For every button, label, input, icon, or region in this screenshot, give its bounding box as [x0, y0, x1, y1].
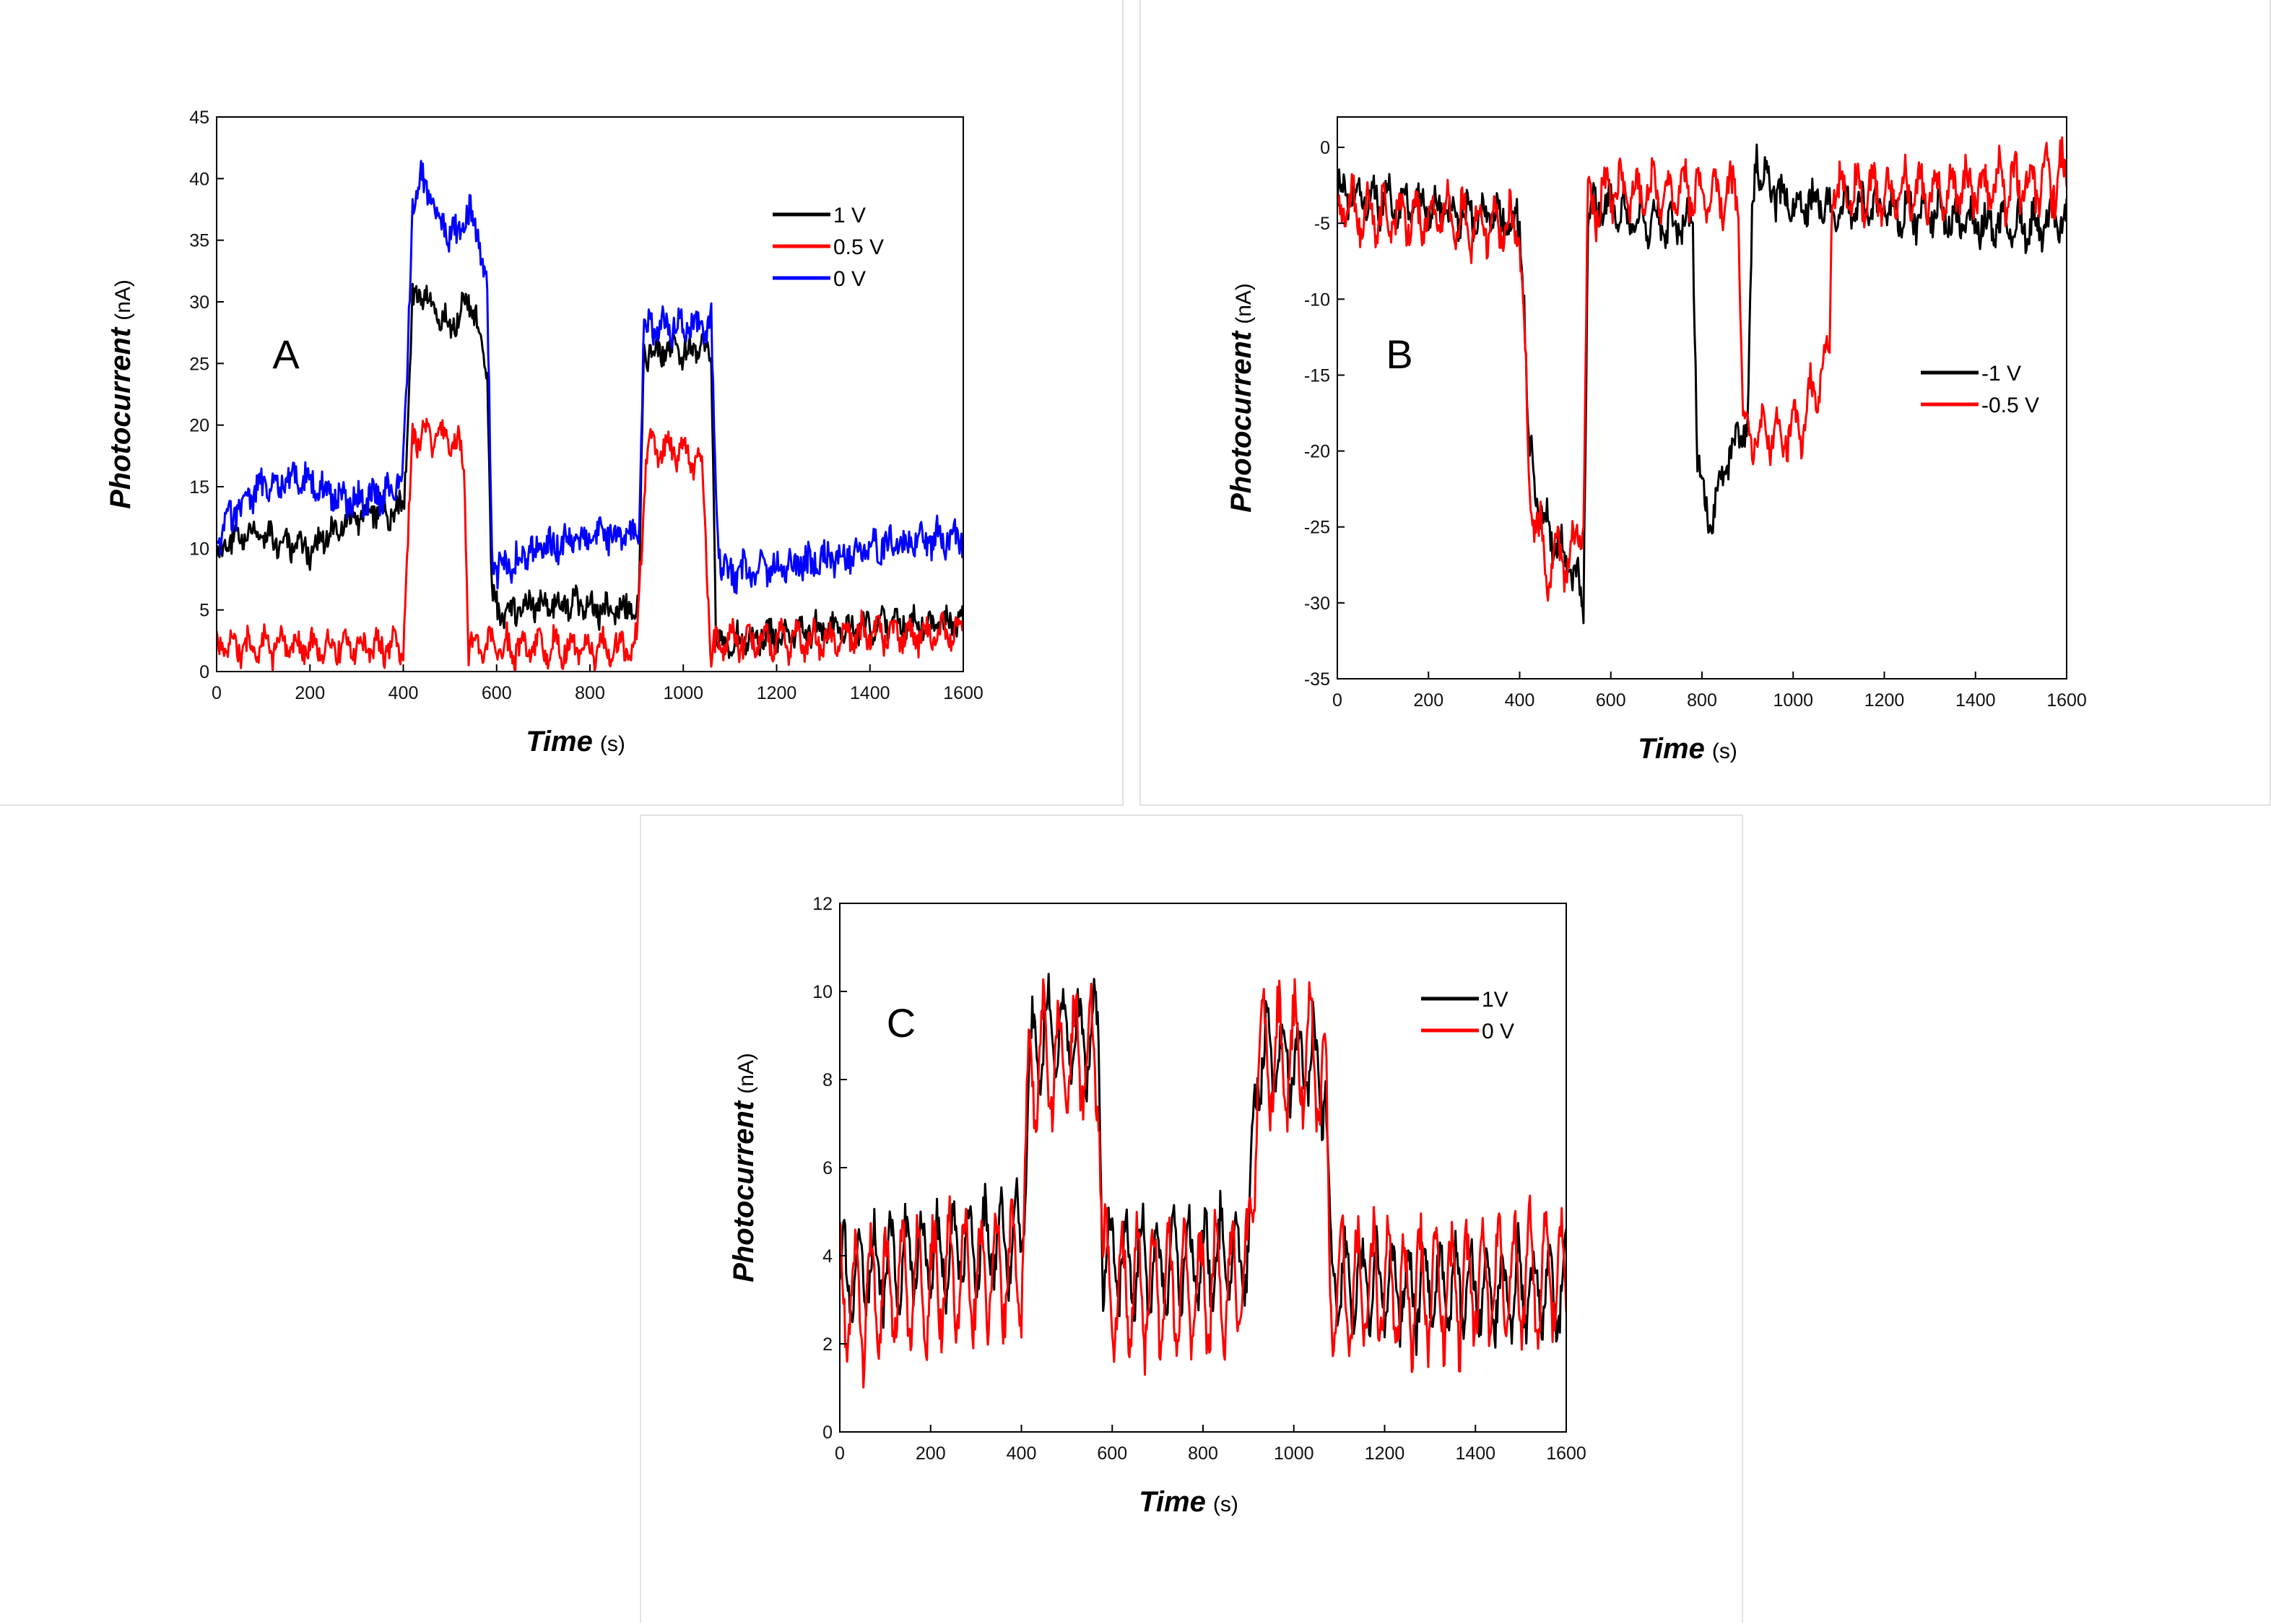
- panel-c: 0 200 400 600 800 1000 1200 1400 1600 0 2 4 6 8 10 12 Ti…: [640, 815, 1743, 1623]
- y-tick-label: -20: [1304, 442, 1330, 462]
- y-axis-unit: (nA): [1232, 283, 1256, 324]
- series-line-0-5-V: [217, 417, 963, 672]
- y-axis-title: Photocurrent: [728, 1100, 760, 1282]
- y-tick-label: 10: [812, 982, 833, 1002]
- y-axis-title: Photocurrent: [1225, 330, 1257, 513]
- series-line-0-V: [840, 978, 1566, 1389]
- panel-letter: A: [272, 331, 300, 377]
- y-tick-label: 4: [822, 1246, 833, 1267]
- series-line-1-V: [1337, 143, 2067, 625]
- plot-frame: [839, 903, 1567, 1433]
- x-tick-label: 1400: [1955, 690, 1996, 711]
- chart-c: 0 200 400 600 800 1000 1200 1400 1600 0 2 4 6 8 10 12 Ti…: [728, 894, 1586, 1518]
- y-tick-label: 40: [189, 169, 209, 189]
- x-tick-label: 800: [575, 683, 605, 703]
- y-tick-label: 0: [1320, 138, 1330, 158]
- legend-label: -1 V: [1981, 362, 2021, 386]
- series-line-1-V: [217, 282, 963, 659]
- x-tick-label: 600: [1596, 690, 1626, 711]
- plot-frame: [216, 116, 964, 672]
- y-axis-label: Photocurrent (nA): [105, 279, 136, 509]
- x-axis-title: Time: [1139, 1486, 1206, 1518]
- y-tick-label: 0: [199, 662, 209, 682]
- y-tick-label: -15: [1304, 365, 1330, 386]
- x-tick-label: 1400: [850, 683, 890, 703]
- x-tick-label: 400: [1505, 690, 1535, 711]
- y-tick-label: 10: [189, 539, 209, 559]
- legend-label: 1 V: [833, 204, 866, 227]
- y-tick-label: 8: [822, 1070, 833, 1090]
- legend-label: 0 V: [1482, 1020, 1514, 1043]
- panel-letter: C: [887, 1000, 916, 1046]
- legend-label: 0.5 V: [833, 235, 884, 259]
- x-tick-label: 1000: [1773, 690, 1813, 711]
- chart-b: 0 200 400 600 800 1000 1200 1400 1600 0 -5 -10 -15 -2…: [1225, 116, 2087, 765]
- y-tick-label: 12: [812, 894, 833, 914]
- x-tick-label: 400: [1007, 1443, 1037, 1464]
- y-tick-label: 20: [189, 416, 209, 436]
- x-axis-label: Time (s): [526, 726, 625, 757]
- x-axis-unit: (s): [1712, 739, 1737, 763]
- legend-label: 0 V: [833, 267, 866, 291]
- x-tick-label: 1000: [663, 683, 703, 703]
- y-tick-label: -25: [1304, 518, 1330, 538]
- y-axis-unit: (nA): [111, 279, 135, 321]
- panel-a: 0 200 400 600 800 1000 1200 1400 1600 0 5 10 15 20 25 3…: [0, 0, 1124, 806]
- y-tick-label: 15: [189, 477, 209, 498]
- x-tick-label: 800: [1687, 690, 1717, 711]
- series-line-0-5-V: [1337, 136, 2067, 602]
- x-axis-unit: (s): [600, 732, 625, 756]
- x-axis-label: Time (s): [1139, 1486, 1238, 1518]
- y-tick-label: 5: [199, 601, 209, 621]
- legend-label: -0.5 V: [1981, 394, 2039, 417]
- x-axis-unit: (s): [1213, 1493, 1238, 1516]
- panel-letter: B: [1386, 331, 1412, 377]
- x-tick-label: 200: [295, 683, 325, 703]
- y-axis-label: Photocurrent (nA): [728, 1053, 760, 1282]
- x-tick-label: 0: [835, 1443, 845, 1464]
- y-axis-unit: (nA): [734, 1053, 758, 1094]
- x-tick-label: 600: [482, 683, 512, 703]
- x-axis-title: Time: [1638, 733, 1705, 765]
- y-tick-label: 25: [189, 354, 209, 374]
- x-tick-label: 1600: [943, 683, 983, 703]
- y-tick-label: -30: [1304, 594, 1330, 614]
- y-tick-label: 35: [189, 231, 209, 251]
- series-line-0-V: [217, 160, 963, 595]
- y-tick-label: -35: [1304, 669, 1330, 690]
- x-tick-label: 200: [1413, 690, 1443, 711]
- y-tick-label: 6: [822, 1158, 833, 1178]
- x-tick-label: 1200: [1365, 1443, 1405, 1464]
- chart-a: 0 200 400 600 800 1000 1200 1400 1600 0 5 10 15 20 25 3…: [105, 108, 983, 757]
- x-tick-label: 1400: [1455, 1443, 1495, 1464]
- panel-b: 0 200 400 600 800 1000 1200 1400 1600 0 -5 -10 -15 -2…: [1139, 0, 2271, 806]
- x-tick-label: 1600: [2046, 690, 2087, 711]
- x-tick-label: 400: [388, 683, 419, 703]
- legend-label: 1V: [1482, 988, 1508, 1012]
- x-tick-label: 600: [1097, 1443, 1127, 1464]
- y-tick-label: 30: [189, 292, 209, 313]
- x-tick-label: 1200: [757, 683, 797, 703]
- x-tick-label: 1000: [1274, 1443, 1314, 1464]
- x-tick-label: 1600: [1546, 1443, 1586, 1464]
- x-tick-label: 1200: [1864, 690, 1905, 711]
- x-axis-label: Time (s): [1638, 733, 1737, 765]
- x-tick-label: 0: [212, 683, 222, 703]
- y-tick-label: 0: [822, 1423, 833, 1443]
- y-tick-label: -10: [1304, 290, 1330, 310]
- y-tick-label: 2: [822, 1334, 833, 1355]
- y-tick-label: -5: [1314, 214, 1330, 234]
- x-axis-title: Time: [526, 726, 593, 757]
- x-tick-label: 200: [916, 1443, 946, 1464]
- x-tick-label: 800: [1188, 1443, 1218, 1464]
- y-tick-label: 45: [189, 108, 209, 128]
- x-tick-label: 0: [1332, 690, 1342, 711]
- y-axis-label: Photocurrent (nA): [1225, 283, 1257, 513]
- y-axis-title: Photocurrent: [105, 326, 136, 509]
